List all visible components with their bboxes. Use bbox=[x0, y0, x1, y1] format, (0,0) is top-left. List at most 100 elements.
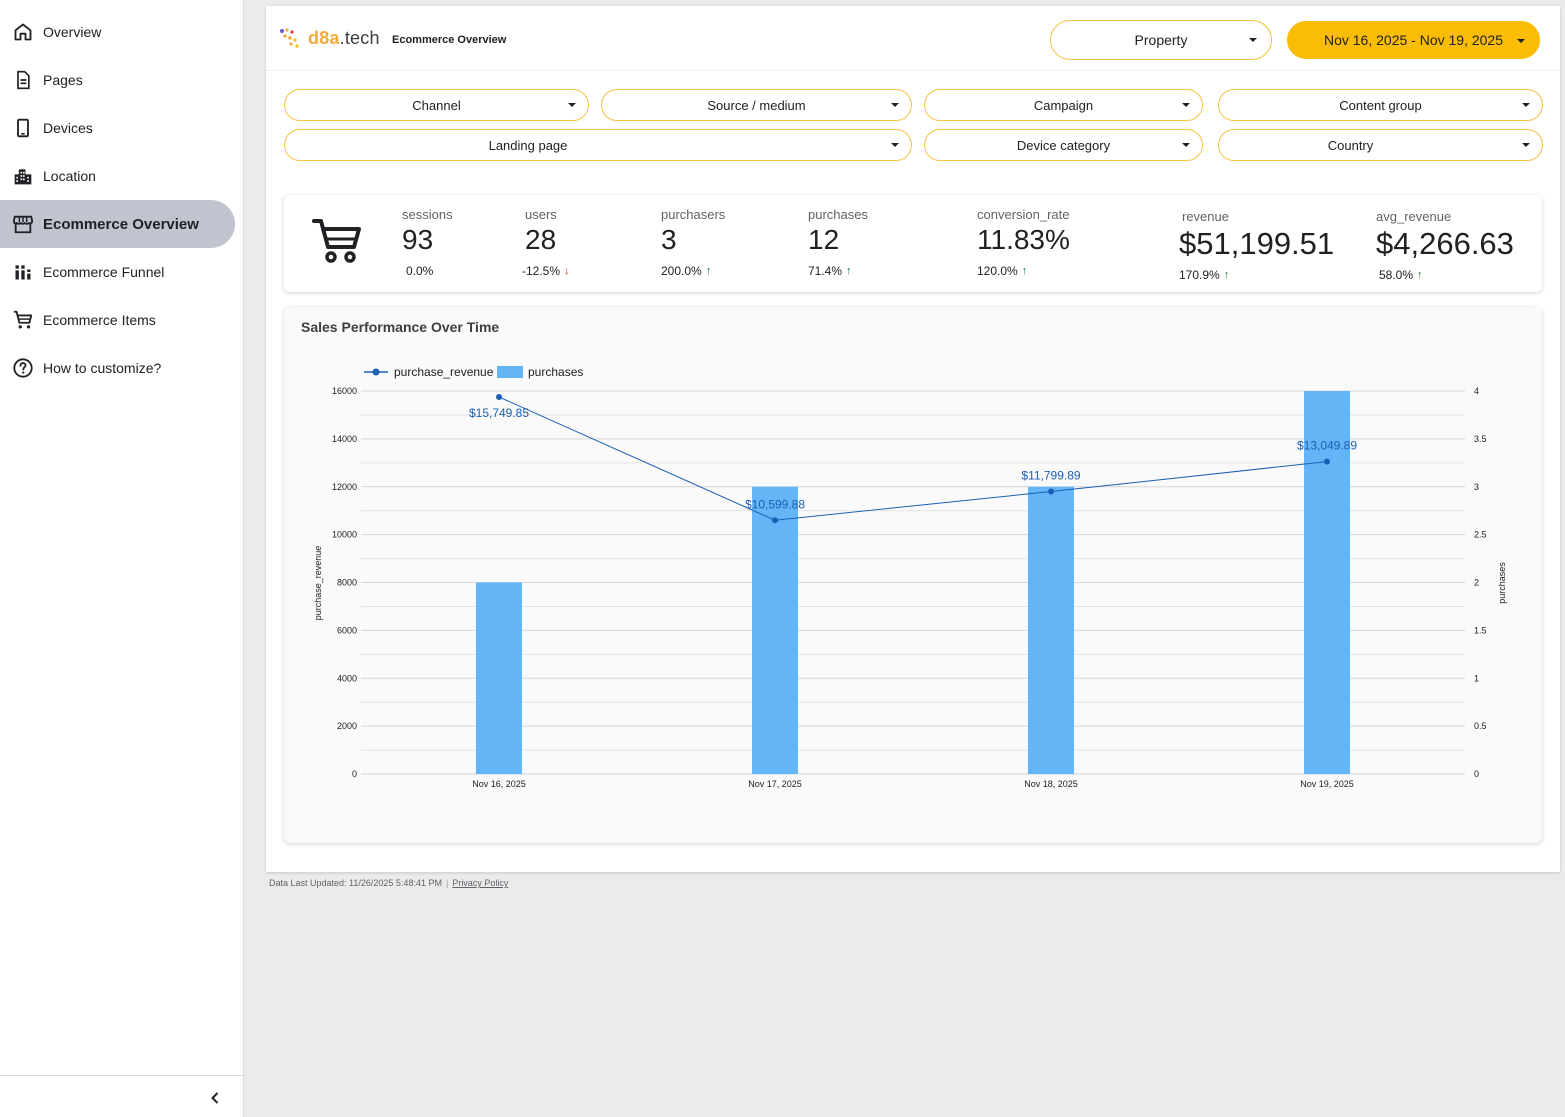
y-tick-label: 12000 bbox=[332, 482, 357, 492]
arrow-up-icon: ↑ bbox=[1223, 269, 1230, 281]
source-medium-filter[interactable]: Source / medium bbox=[601, 89, 912, 121]
y-tick-label: 2000 bbox=[337, 721, 357, 731]
sidebar-item-label: Ecommerce Overview bbox=[43, 215, 199, 233]
date-range-label: Nov 16, 2025 - Nov 19, 2025 bbox=[1323, 32, 1503, 48]
kpi-label: avg_revenue bbox=[1376, 209, 1452, 224]
line-point bbox=[772, 517, 778, 524]
y2-tick-label: 0 bbox=[1474, 769, 1479, 779]
y2-tick-label: 2 bbox=[1474, 578, 1479, 588]
filter-label: Content group bbox=[1339, 97, 1422, 113]
kpi-label: sessions bbox=[402, 207, 453, 222]
kpi-purchasers: purchasers 3 200.0% ↑ bbox=[661, 207, 725, 278]
sidebar-item-devices[interactable]: Devices bbox=[0, 104, 235, 152]
home-icon bbox=[12, 21, 34, 43]
property-label: Property bbox=[1134, 32, 1188, 48]
bar bbox=[476, 582, 522, 774]
line-point bbox=[1048, 488, 1054, 495]
data-label: $13,049.89 bbox=[1297, 439, 1357, 453]
sidebar-item-label: Location bbox=[43, 168, 96, 184]
data-updated-text: Data Last Updated: 11/26/2025 5:48:41 PM bbox=[269, 878, 442, 888]
legend-bar-swatch bbox=[497, 366, 523, 378]
content-group-filter[interactable]: Content group bbox=[1218, 89, 1543, 121]
kpi-value: 11.83% bbox=[977, 224, 1070, 255]
combo-chart: 0 2000 4000 6000 8000 10000 12000 14000 16000 0 0.… bbox=[313, 365, 1507, 789]
filter-label: Device category bbox=[1016, 137, 1111, 153]
arrow-up-icon: ↑ bbox=[1021, 265, 1028, 277]
y2-tick-label: 1 bbox=[1474, 673, 1479, 683]
sidebar-item-label: Ecommerce Items bbox=[43, 312, 156, 328]
y2-axis-title: purchases bbox=[1497, 562, 1507, 604]
kpi-revenue: revenue $51,199.51 170.9% ↑ bbox=[1179, 209, 1334, 282]
help-icon bbox=[12, 357, 34, 379]
chevron-down-icon bbox=[891, 143, 899, 147]
filter-label: Campaign bbox=[1033, 97, 1094, 113]
page-title: Ecommerce Overview bbox=[392, 34, 507, 46]
y-tick-label: 4000 bbox=[337, 673, 357, 683]
kpi-change: 120.0% ↑ bbox=[977, 264, 1028, 278]
data-label: $10,599.88 bbox=[745, 497, 805, 511]
cart-icon bbox=[312, 217, 362, 270]
chevron-down-icon bbox=[1249, 38, 1257, 42]
y-tick-label: 10000 bbox=[332, 530, 357, 540]
line-point bbox=[496, 393, 502, 400]
kpi-label: users bbox=[525, 207, 557, 222]
bar-chart-icon bbox=[12, 261, 34, 283]
kpi-change: 58.0% ↑ bbox=[1379, 268, 1423, 282]
chevron-left-icon[interactable] bbox=[207, 1090, 223, 1106]
sidebar-item-location[interactable]: Location bbox=[0, 152, 235, 200]
sidebar-footer bbox=[0, 1075, 243, 1117]
y-axis-title: purchase_revenue bbox=[313, 546, 323, 621]
kpi-value: $4,266.63 bbox=[1376, 226, 1514, 261]
property-selector[interactable]: Property bbox=[1050, 20, 1272, 60]
sidebar-item-how-to-customize[interactable]: How to customize? bbox=[0, 344, 235, 392]
kpi-value: 3 bbox=[661, 224, 677, 255]
arrow-down-icon: ↓ bbox=[564, 265, 570, 277]
chevron-down-icon bbox=[1517, 39, 1525, 43]
y2-tick-label: 0.5 bbox=[1474, 721, 1487, 731]
sidebar-item-label: Ecommerce Funnel bbox=[43, 264, 165, 280]
document-icon bbox=[12, 69, 34, 91]
storefront-icon bbox=[12, 213, 34, 235]
chevron-down-icon bbox=[1182, 143, 1190, 147]
legend-line-marker bbox=[372, 368, 380, 376]
logo: d8a.tech bbox=[278, 26, 380, 50]
landing-page-filter[interactable]: Landing page bbox=[284, 129, 912, 161]
sidebar-item-label: Overview bbox=[43, 24, 102, 40]
x-tick-label: Nov 19, 2025 bbox=[1300, 779, 1354, 789]
device-category-filter[interactable]: Device category bbox=[924, 129, 1203, 161]
y2-tick-label: 1.5 bbox=[1474, 625, 1487, 635]
y2-tick-label: 2.5 bbox=[1474, 530, 1487, 540]
date-range-picker[interactable]: Nov 16, 2025 - Nov 19, 2025 bbox=[1287, 21, 1540, 59]
y2-tick-label: 3.5 bbox=[1474, 434, 1487, 444]
kpi-label: revenue bbox=[1182, 209, 1229, 224]
privacy-policy-link[interactable]: Privacy Policy bbox=[452, 878, 509, 888]
sidebar-item-pages[interactable]: Pages bbox=[0, 56, 235, 104]
country-filter[interactable]: Country bbox=[1218, 129, 1543, 161]
kpi-scorecard: sessions 93 0.0% users 28 -12.5% ↓ purcha… bbox=[284, 195, 1542, 292]
kpi-change: 170.9% ↑ bbox=[1179, 268, 1230, 282]
chart-title: Sales Performance Over Time bbox=[301, 319, 500, 335]
legend-label: purchases bbox=[528, 365, 583, 379]
sidebar-item-ecommerce-funnel[interactable]: Ecommerce Funnel bbox=[0, 248, 235, 296]
bar bbox=[1028, 486, 1074, 774]
bar bbox=[752, 486, 798, 774]
campaign-filter[interactable]: Campaign bbox=[924, 89, 1203, 121]
y2-tick-label: 4 bbox=[1474, 386, 1479, 396]
arrow-up-icon: ↑ bbox=[705, 265, 712, 277]
filter-label: Landing page bbox=[488, 137, 568, 153]
kpi-purchases: purchases 12 71.4% ↑ bbox=[808, 207, 868, 278]
bar bbox=[1304, 391, 1350, 774]
sidebar-item-overview[interactable]: Overview bbox=[0, 8, 235, 56]
logo-icon bbox=[280, 28, 299, 48]
chevron-down-icon bbox=[1522, 103, 1530, 107]
phone-icon bbox=[12, 117, 34, 139]
chevron-down-icon bbox=[891, 103, 899, 107]
sidebar-item-ecommerce-overview[interactable]: Ecommerce Overview bbox=[0, 200, 235, 248]
kpi-change: 0.0% bbox=[406, 264, 434, 278]
channel-filter[interactable]: Channel bbox=[284, 89, 589, 121]
y-tick-label: 6000 bbox=[337, 625, 357, 635]
kpi-label: purchasers bbox=[661, 207, 726, 222]
y-tick-label: 16000 bbox=[332, 386, 357, 396]
chevron-down-icon bbox=[568, 103, 576, 107]
sidebar-item-ecommerce-items[interactable]: Ecommerce Items bbox=[0, 296, 235, 344]
